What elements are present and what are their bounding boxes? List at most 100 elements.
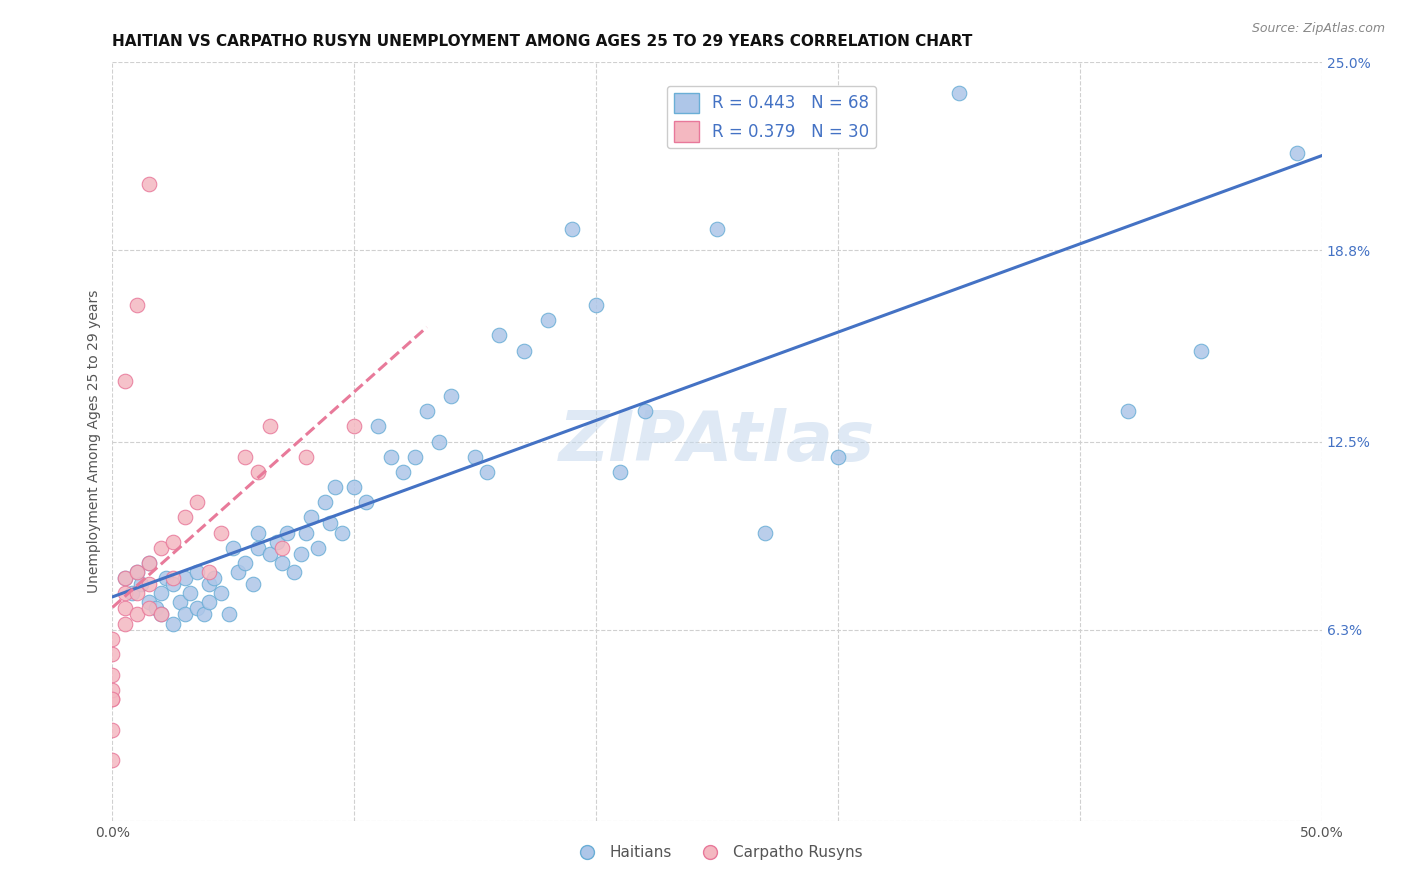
Point	[537, 313, 560, 327]
Point	[138, 595, 160, 609]
Point	[131, 577, 153, 591]
Point	[319, 516, 342, 531]
Point	[101, 668, 124, 682]
Point	[343, 480, 366, 494]
Point	[149, 586, 172, 600]
Point	[226, 565, 249, 579]
Point	[404, 450, 426, 464]
Point	[198, 595, 221, 609]
Point	[1286, 146, 1309, 161]
Point	[101, 723, 124, 737]
Point	[477, 465, 499, 479]
Text: Source: ZipAtlas.com: Source: ZipAtlas.com	[1251, 22, 1385, 36]
Point	[266, 534, 288, 549]
Point	[174, 571, 197, 585]
Point	[125, 607, 148, 622]
Point	[169, 595, 191, 609]
Point	[162, 577, 184, 591]
Point	[186, 565, 208, 579]
Point	[295, 450, 318, 464]
Point	[186, 495, 208, 509]
Point	[585, 298, 607, 312]
Point	[290, 547, 312, 561]
Point	[416, 404, 439, 418]
Point	[198, 577, 221, 591]
Point	[356, 495, 378, 509]
Point	[198, 565, 221, 579]
Point	[149, 541, 172, 555]
Point	[162, 534, 184, 549]
Point	[114, 571, 136, 585]
Point	[246, 525, 269, 540]
Point	[138, 577, 160, 591]
Point	[101, 683, 124, 698]
Point	[121, 586, 143, 600]
Point	[209, 525, 232, 540]
Point	[125, 586, 148, 600]
Point	[609, 465, 631, 479]
Point	[193, 607, 215, 622]
Point	[179, 586, 201, 600]
Point	[307, 541, 329, 555]
Legend: Haitians, Carpatho Rusyns: Haitians, Carpatho Rusyns	[565, 838, 869, 866]
Point	[295, 525, 318, 540]
Point	[299, 510, 322, 524]
Point	[114, 586, 136, 600]
Point	[125, 298, 148, 312]
Point	[1189, 343, 1212, 358]
Point	[101, 692, 124, 706]
Point	[218, 607, 240, 622]
Point	[149, 607, 172, 622]
Point	[246, 541, 269, 555]
Point	[125, 565, 148, 579]
Point	[512, 343, 534, 358]
Point	[149, 607, 172, 622]
Point	[367, 419, 389, 434]
Point	[314, 495, 336, 509]
Point	[138, 556, 160, 570]
Text: HAITIAN VS CARPATHO RUSYN UNEMPLOYMENT AMONG AGES 25 TO 29 YEARS CORRELATION CHA: HAITIAN VS CARPATHO RUSYN UNEMPLOYMENT A…	[112, 34, 973, 49]
Point	[174, 607, 197, 622]
Point	[101, 647, 124, 661]
Point	[202, 571, 225, 585]
Point	[561, 222, 583, 236]
Point	[827, 450, 849, 464]
Point	[1116, 404, 1139, 418]
Point	[235, 450, 257, 464]
Point	[101, 753, 124, 767]
Point	[101, 632, 124, 646]
Text: ZIPAtlas: ZIPAtlas	[560, 408, 875, 475]
Point	[242, 577, 264, 591]
Point	[155, 571, 177, 585]
Point	[754, 525, 776, 540]
Point	[427, 434, 450, 449]
Point	[464, 450, 486, 464]
Point	[270, 556, 292, 570]
Point	[380, 450, 402, 464]
Point	[209, 586, 232, 600]
Point	[101, 692, 124, 706]
Point	[162, 571, 184, 585]
Point	[138, 556, 160, 570]
Point	[186, 601, 208, 615]
Point	[948, 86, 970, 100]
Point	[145, 601, 167, 615]
Point	[138, 601, 160, 615]
Y-axis label: Unemployment Among Ages 25 to 29 years: Unemployment Among Ages 25 to 29 years	[87, 290, 101, 593]
Point	[162, 616, 184, 631]
Point	[488, 328, 510, 343]
Point	[706, 222, 728, 236]
Point	[114, 616, 136, 631]
Point	[633, 404, 655, 418]
Point	[270, 541, 292, 555]
Point	[259, 419, 281, 434]
Point	[283, 565, 305, 579]
Point	[138, 177, 160, 191]
Point	[114, 571, 136, 585]
Point	[276, 525, 298, 540]
Point	[246, 465, 269, 479]
Point	[440, 389, 463, 403]
Point	[391, 465, 413, 479]
Point	[114, 601, 136, 615]
Point	[330, 525, 353, 540]
